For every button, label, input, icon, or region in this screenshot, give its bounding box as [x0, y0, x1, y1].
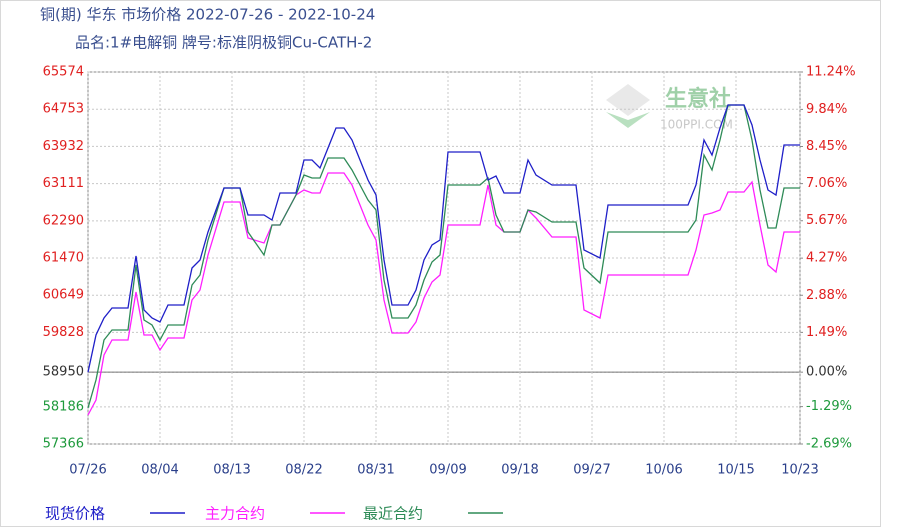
x-tick-label: 09/09 — [429, 463, 466, 478]
y2-tick-label: 5.67% — [806, 213, 847, 228]
y-tick-label: 63111 — [43, 176, 84, 191]
x-tick-label: 10/15 — [717, 463, 754, 478]
series-line — [87, 172, 800, 416]
y-tick-label: 63932 — [43, 139, 84, 154]
legend-label: 最近合约 — [363, 505, 423, 523]
watermark-logo — [606, 112, 650, 128]
legend-label: 主力合约 — [205, 505, 265, 523]
series-line — [87, 104, 800, 409]
y2-tick-label: -2.69% — [806, 437, 852, 452]
watermark-logo — [606, 84, 650, 116]
frame — [0, 0, 881, 527]
x-tick-label: 08/22 — [285, 463, 322, 478]
x-tick-label: 08/13 — [213, 463, 250, 478]
y-tick-label: 59828 — [43, 325, 84, 340]
y-tick-label: 60649 — [43, 288, 84, 303]
y-tick-label: 64753 — [43, 102, 84, 117]
y-tick-label: 65574 — [43, 65, 84, 80]
watermark: 生意社 — [665, 86, 731, 112]
legend-label: 现货价格 — [45, 505, 105, 523]
y-tick-label: 57366 — [43, 437, 84, 452]
y2-tick-label: 9.84% — [806, 102, 847, 117]
y2-tick-label: 4.27% — [806, 251, 847, 266]
y2-tick-label: 2.88% — [806, 288, 847, 303]
y2-tick-label: 7.06% — [806, 176, 847, 191]
x-tick-label: 09/18 — [501, 463, 538, 478]
x-tick-label: 09/27 — [573, 463, 610, 478]
y2-tick-label: 0.00% — [806, 365, 847, 380]
x-tick-label: 10/23 — [781, 463, 818, 478]
y-tick-label: 62290 — [43, 213, 84, 228]
y-tick-label: 58186 — [43, 399, 84, 414]
x-tick-label: 07/26 — [69, 463, 106, 478]
chart-subtitle: 品名:1#电解铜 牌号:标准阴极铜Cu-CATH-2 — [75, 34, 372, 52]
y2-tick-label: 1.49% — [806, 325, 847, 340]
y-tick-label: 61470 — [43, 251, 84, 266]
y-tick-label: 58950 — [43, 365, 84, 380]
series-line — [87, 104, 800, 373]
watermark: 100PPI.COM — [660, 118, 733, 132]
chart-title: 铜(期) 华东 市场价格 2022-07-26 - 2022-10-24 — [40, 6, 375, 24]
y2-tick-label: 11.24% — [806, 65, 856, 80]
x-tick-label: 10/06 — [645, 463, 682, 478]
x-tick-label: 08/31 — [357, 463, 394, 478]
y2-tick-label: 8.45% — [806, 139, 847, 154]
x-tick-label: 08/04 — [141, 463, 178, 478]
y2-tick-label: -1.29% — [806, 399, 852, 414]
